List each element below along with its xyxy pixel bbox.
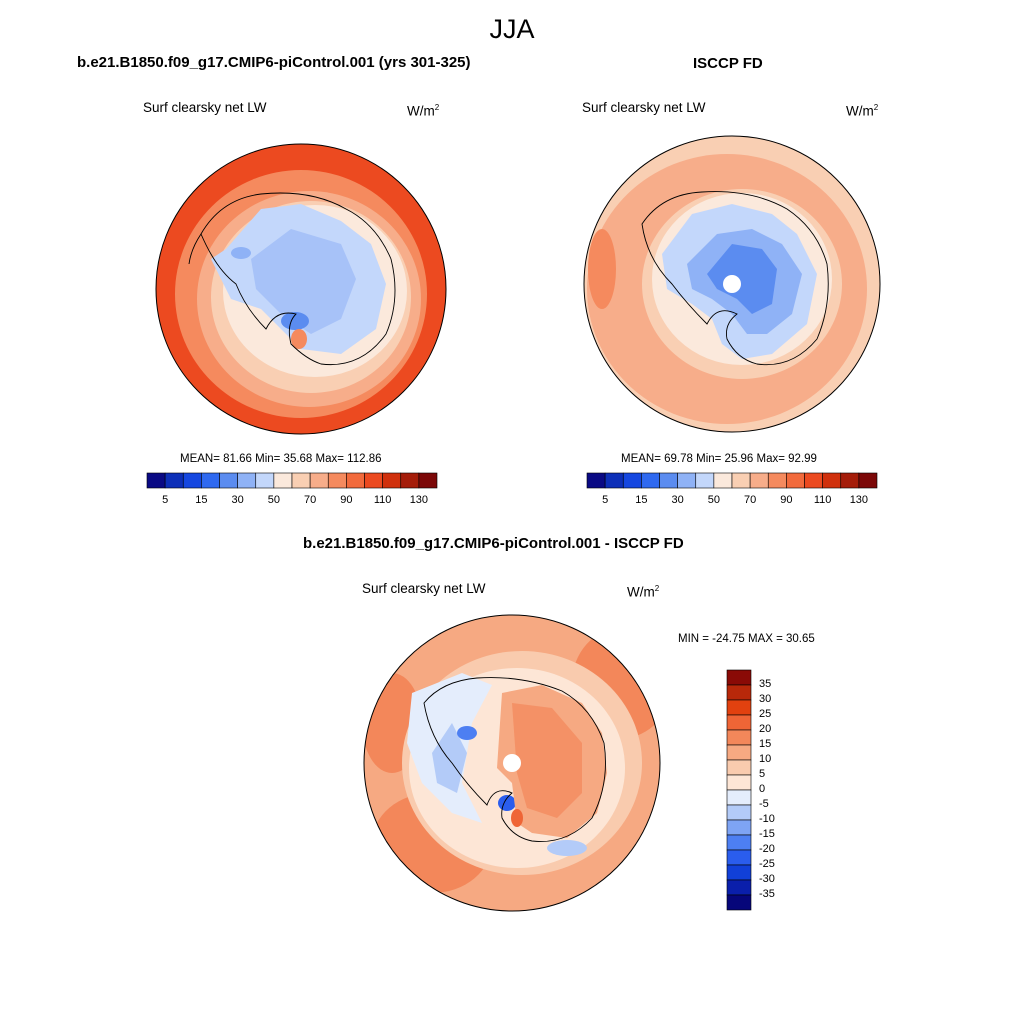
colorbar-swatch bbox=[858, 472, 878, 489]
colorbar-swatch bbox=[726, 669, 752, 686]
colorbar-swatch bbox=[201, 472, 220, 489]
colorbar-swatch bbox=[255, 472, 275, 489]
colorbar-swatch bbox=[677, 472, 697, 489]
colorbar-swatch bbox=[586, 472, 606, 489]
colorbar-tick-label: 70 bbox=[304, 494, 317, 506]
colorbar-swatch bbox=[273, 472, 293, 489]
colorbar-swatch bbox=[804, 472, 823, 489]
colorbar-tick-label: 15 bbox=[759, 738, 772, 750]
panel2-units: W/m2 bbox=[846, 103, 879, 119]
colorbar-swatch bbox=[726, 894, 752, 911]
colorbar-tick-label: -30 bbox=[759, 873, 775, 885]
colorbar-tick-label: 30 bbox=[759, 693, 772, 705]
colorbar-tick-label: -10 bbox=[759, 813, 775, 825]
colorbar-tick-label: 0 bbox=[759, 783, 766, 795]
colorbar-swatch bbox=[364, 472, 383, 489]
panel3-variable-label: Surf clearsky net LW bbox=[362, 581, 486, 596]
colorbar-tick-label: 110 bbox=[813, 494, 832, 506]
colorbar-tick-label: 15 bbox=[195, 494, 208, 506]
colorbar-swatch bbox=[726, 729, 752, 746]
colorbar-swatch bbox=[309, 472, 329, 489]
colorbar-swatch bbox=[659, 472, 678, 489]
colorbar-tick-label: 70 bbox=[744, 494, 757, 506]
panel1-polar-map bbox=[155, 143, 447, 435]
colorbar-swatch bbox=[382, 472, 402, 489]
colorbar-swatch bbox=[604, 472, 624, 489]
colorbar-swatch bbox=[164, 472, 184, 489]
colorbar-swatch bbox=[726, 864, 752, 881]
colorbar-tick-label: 15 bbox=[635, 494, 648, 506]
colorbar-swatch bbox=[237, 472, 257, 489]
colorbar-tick-label: -35 bbox=[759, 888, 775, 900]
colorbar-swatch bbox=[726, 714, 752, 731]
colorbar-swatch bbox=[726, 789, 752, 806]
colorbar-swatch bbox=[726, 744, 752, 761]
colorbar-swatch bbox=[726, 879, 752, 896]
panel3-units: W/m2 bbox=[627, 584, 660, 600]
colorbar-swatch bbox=[695, 472, 715, 489]
colorbar-tick-label: 35 bbox=[759, 678, 772, 690]
colorbar-swatch bbox=[346, 472, 365, 489]
colorbar-tick-label: 10 bbox=[759, 753, 772, 765]
colorbar-tick-label: 30 bbox=[671, 494, 684, 506]
panel2-title: ISCCP FD bbox=[693, 55, 763, 72]
colorbar-swatch bbox=[726, 834, 752, 851]
colorbar-tick-label: 90 bbox=[780, 494, 793, 506]
colorbar-tick-label: 50 bbox=[707, 494, 720, 506]
panel2-stats: MEAN= 69.78 Min= 25.96 Max= 92.99 bbox=[621, 453, 817, 465]
colorbar-swatch bbox=[786, 472, 805, 489]
colorbar-tick-label: -15 bbox=[759, 828, 775, 840]
colorbar-swatch bbox=[726, 819, 752, 836]
panel1-variable-label: Surf clearsky net LW bbox=[143, 100, 267, 115]
colorbar-tick-label: 110 bbox=[373, 494, 392, 506]
panel2-polar-map bbox=[583, 135, 881, 433]
panel2-variable-label: Surf clearsky net LW bbox=[582, 100, 706, 115]
colorbar-tick-label: 25 bbox=[759, 708, 772, 720]
colorbar-swatch bbox=[726, 699, 752, 716]
colorbar-swatch bbox=[726, 759, 752, 776]
panel2-colorbar bbox=[586, 472, 878, 489]
panel3-polar-map bbox=[363, 614, 661, 912]
colorbar-swatch bbox=[418, 472, 438, 489]
colorbar-tick-label: -20 bbox=[759, 843, 775, 855]
colorbar-swatch bbox=[726, 804, 752, 821]
colorbar-swatch bbox=[726, 774, 752, 791]
panel1-units: W/m2 bbox=[407, 103, 440, 119]
figure-title: JJA bbox=[489, 14, 535, 44]
colorbar-swatch bbox=[291, 472, 311, 489]
colorbar-swatch bbox=[726, 684, 752, 701]
colorbar-tick-label: 5 bbox=[759, 768, 766, 780]
panel3-title: b.e21.B1850.f09_g17.CMIP6-piControl.001 … bbox=[303, 535, 684, 552]
colorbar-tick-label: -5 bbox=[759, 798, 769, 810]
colorbar-swatch bbox=[327, 472, 347, 489]
colorbar-tick-label: 130 bbox=[409, 494, 429, 506]
panel1-stats: MEAN= 81.66 Min= 35.68 Max= 112.86 bbox=[180, 453, 382, 465]
colorbar-tick-label: 5 bbox=[162, 494, 169, 506]
colorbar-swatch bbox=[641, 472, 660, 489]
colorbar-swatch bbox=[622, 472, 642, 489]
colorbar-swatch bbox=[840, 472, 860, 489]
panel1-colorbar bbox=[146, 472, 438, 489]
colorbar-swatch bbox=[726, 849, 752, 866]
colorbar-swatch bbox=[400, 472, 420, 489]
colorbar-swatch bbox=[822, 472, 842, 489]
colorbar-tick-label: 30 bbox=[231, 494, 244, 506]
colorbar-swatch bbox=[182, 472, 202, 489]
colorbar-tick-label: 5 bbox=[602, 494, 609, 506]
colorbar-swatch bbox=[219, 472, 238, 489]
colorbar-tick-label: 20 bbox=[759, 723, 772, 735]
colorbar-swatch bbox=[767, 472, 787, 489]
panel3-colorbar bbox=[726, 669, 752, 911]
colorbar-swatch bbox=[749, 472, 769, 489]
colorbar-tick-label: 50 bbox=[267, 494, 280, 506]
colorbar-swatch bbox=[713, 472, 733, 489]
colorbar-swatch bbox=[731, 472, 751, 489]
colorbar-tick-label: 90 bbox=[340, 494, 353, 506]
colorbar-tick-label: 130 bbox=[849, 494, 869, 506]
panel1-title: b.e21.B1850.f09_g17.CMIP6-piControl.001 … bbox=[77, 54, 471, 71]
colorbar-tick-label: -25 bbox=[759, 858, 775, 870]
colorbar-swatch bbox=[146, 472, 166, 489]
panel3-stats: MIN = -24.75 MAX = 30.65 bbox=[678, 633, 815, 645]
